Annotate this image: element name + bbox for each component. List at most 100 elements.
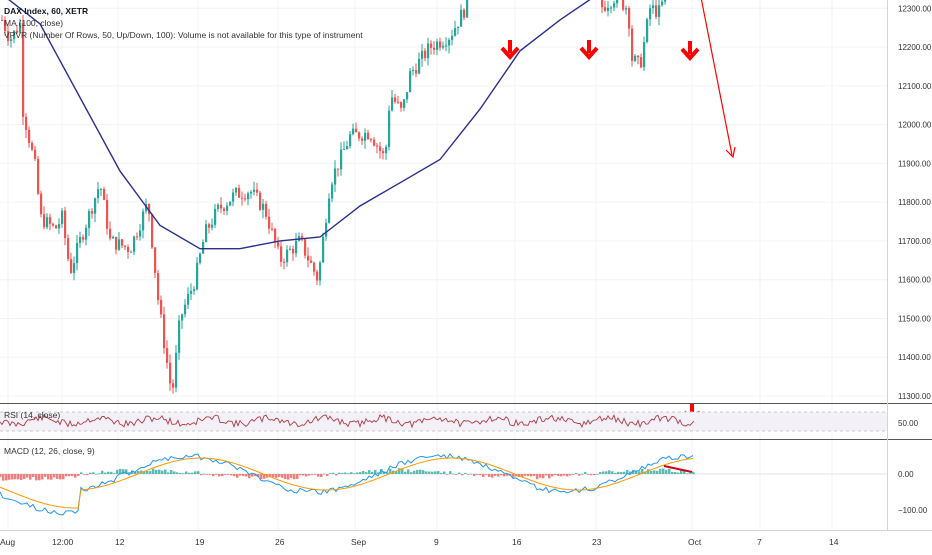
- macd-histogram-bar: [224, 474, 227, 475]
- macd-histogram-bar: [332, 472, 335, 474]
- candle-body: [67, 238, 70, 260]
- candle-body: [193, 289, 196, 291]
- ma-100-line: [8, 0, 591, 250]
- candle-body: [37, 158, 40, 194]
- candle-body: [79, 237, 82, 243]
- candle-body: [454, 27, 457, 36]
- candle-body: [664, 0, 667, 2]
- candle-body: [418, 58, 421, 74]
- macd-histogram-bar: [293, 474, 296, 480]
- candle-body: [325, 222, 328, 237]
- macd-histogram-bar: [422, 470, 425, 474]
- macd-histogram-bar: [593, 474, 596, 476]
- macd-histogram-bar: [563, 474, 566, 476]
- macd-histogram-bar: [671, 471, 674, 474]
- macd-histogram-bar: [326, 474, 329, 477]
- candle-body: [76, 242, 79, 264]
- time-axis-label: 26: [275, 537, 285, 547]
- macd-histogram-bar: [44, 474, 47, 477]
- macd-histogram-bar: [194, 471, 197, 474]
- down-arrow-3: [680, 41, 700, 62]
- macd-histogram-bar: [548, 474, 551, 479]
- price-tick-label: 12100.00: [898, 82, 932, 91]
- candle-body: [442, 45, 445, 48]
- candle-body: [328, 198, 331, 223]
- macd-histogram-bar: [617, 471, 620, 474]
- macd-histogram-bar: [539, 474, 542, 478]
- down-arrow-2: [579, 40, 599, 61]
- macd-panel: [0, 441, 887, 530]
- candle-body: [190, 290, 193, 294]
- candle-body: [382, 151, 385, 154]
- candle-body: [265, 203, 268, 217]
- price-tick-label: 12200.00: [898, 43, 932, 52]
- macd-histogram-bar: [464, 472, 467, 474]
- macd-histogram-bar: [8, 474, 11, 480]
- macd-histogram-bar: [92, 472, 95, 474]
- rsi-legend[interactable]: RSI (14, close): [4, 410, 61, 420]
- macd-histogram-bar: [359, 472, 362, 474]
- macd-histogram-bar: [299, 474, 302, 476]
- candle-body: [100, 189, 103, 191]
- macd-histogram-bar: [152, 468, 155, 474]
- symbol-legend[interactable]: DAX Index, 60, XETR: [4, 6, 88, 16]
- macd-histogram-bar: [269, 474, 272, 478]
- macd-histogram-bar: [578, 474, 581, 476]
- macd-histogram-bar: [344, 472, 347, 474]
- macd-histogram-bar: [428, 471, 431, 474]
- candle-body: [427, 43, 430, 59]
- vpvr-legend[interactable]: VPVR (Number Of Rows, 50, Up/Down, 100):…: [4, 30, 363, 40]
- candle-body: [103, 189, 106, 200]
- macd-histogram-bar: [128, 472, 131, 474]
- candle-body: [322, 236, 325, 263]
- candle-body: [634, 55, 637, 61]
- candle-body: [334, 168, 337, 185]
- macd-legend[interactable]: MACD (12, 26, close, 9): [4, 446, 95, 456]
- price-tick-label: 11700.00: [898, 237, 931, 246]
- candle-body: [601, 0, 604, 8]
- macd-histogram-bar: [338, 472, 341, 474]
- macd-histogram-bar: [41, 474, 44, 480]
- macd-histogram-bar: [248, 474, 251, 479]
- candle-body: [349, 134, 352, 147]
- candle-body: [130, 251, 133, 253]
- candle-body: [205, 224, 208, 243]
- candle-body: [61, 210, 64, 225]
- candle-body: [445, 45, 448, 47]
- macd-histogram-bar: [287, 474, 290, 480]
- candle-body: [211, 224, 214, 228]
- candle-body: [109, 228, 112, 239]
- macd-histogram-bar: [587, 474, 590, 475]
- macd-histogram-bar: [470, 473, 473, 475]
- candle-body: [340, 149, 343, 170]
- price-tick-label: 12000.00: [898, 121, 932, 130]
- candle-body: [1, 19, 4, 21]
- candle-body: [379, 146, 382, 152]
- candle-body: [172, 383, 175, 388]
- macd-histogram-bar: [533, 474, 536, 476]
- macd-histogram-bar: [476, 474, 479, 475]
- macd-histogram-bar: [644, 471, 647, 474]
- macd-histogram-bar: [662, 468, 665, 474]
- candle-body: [307, 255, 310, 261]
- time-axis-label: 14: [829, 537, 839, 547]
- macd-histogram-bar: [521, 474, 524, 477]
- candle-body: [178, 320, 181, 353]
- candle-body: [187, 293, 190, 305]
- candle-body: [364, 132, 367, 141]
- ma-legend[interactable]: MA (100, close): [4, 18, 64, 28]
- macd-histogram-bar: [665, 469, 668, 474]
- macd-histogram-bar: [611, 471, 614, 474]
- macd-histogram-bar: [35, 474, 38, 481]
- candle-body: [385, 146, 388, 154]
- candle-body: [13, 30, 16, 40]
- macd-histogram-bar: [209, 474, 212, 475]
- candle-body: [151, 214, 154, 248]
- macd-histogram-bar: [458, 472, 461, 474]
- macd-histogram-bar: [233, 474, 236, 477]
- candle-body: [31, 143, 34, 150]
- macd-histogram-bar: [545, 474, 548, 476]
- macd-histogram-bar: [107, 471, 110, 474]
